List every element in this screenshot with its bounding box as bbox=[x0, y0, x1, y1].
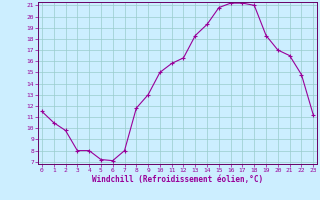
X-axis label: Windchill (Refroidissement éolien,°C): Windchill (Refroidissement éolien,°C) bbox=[92, 175, 263, 184]
